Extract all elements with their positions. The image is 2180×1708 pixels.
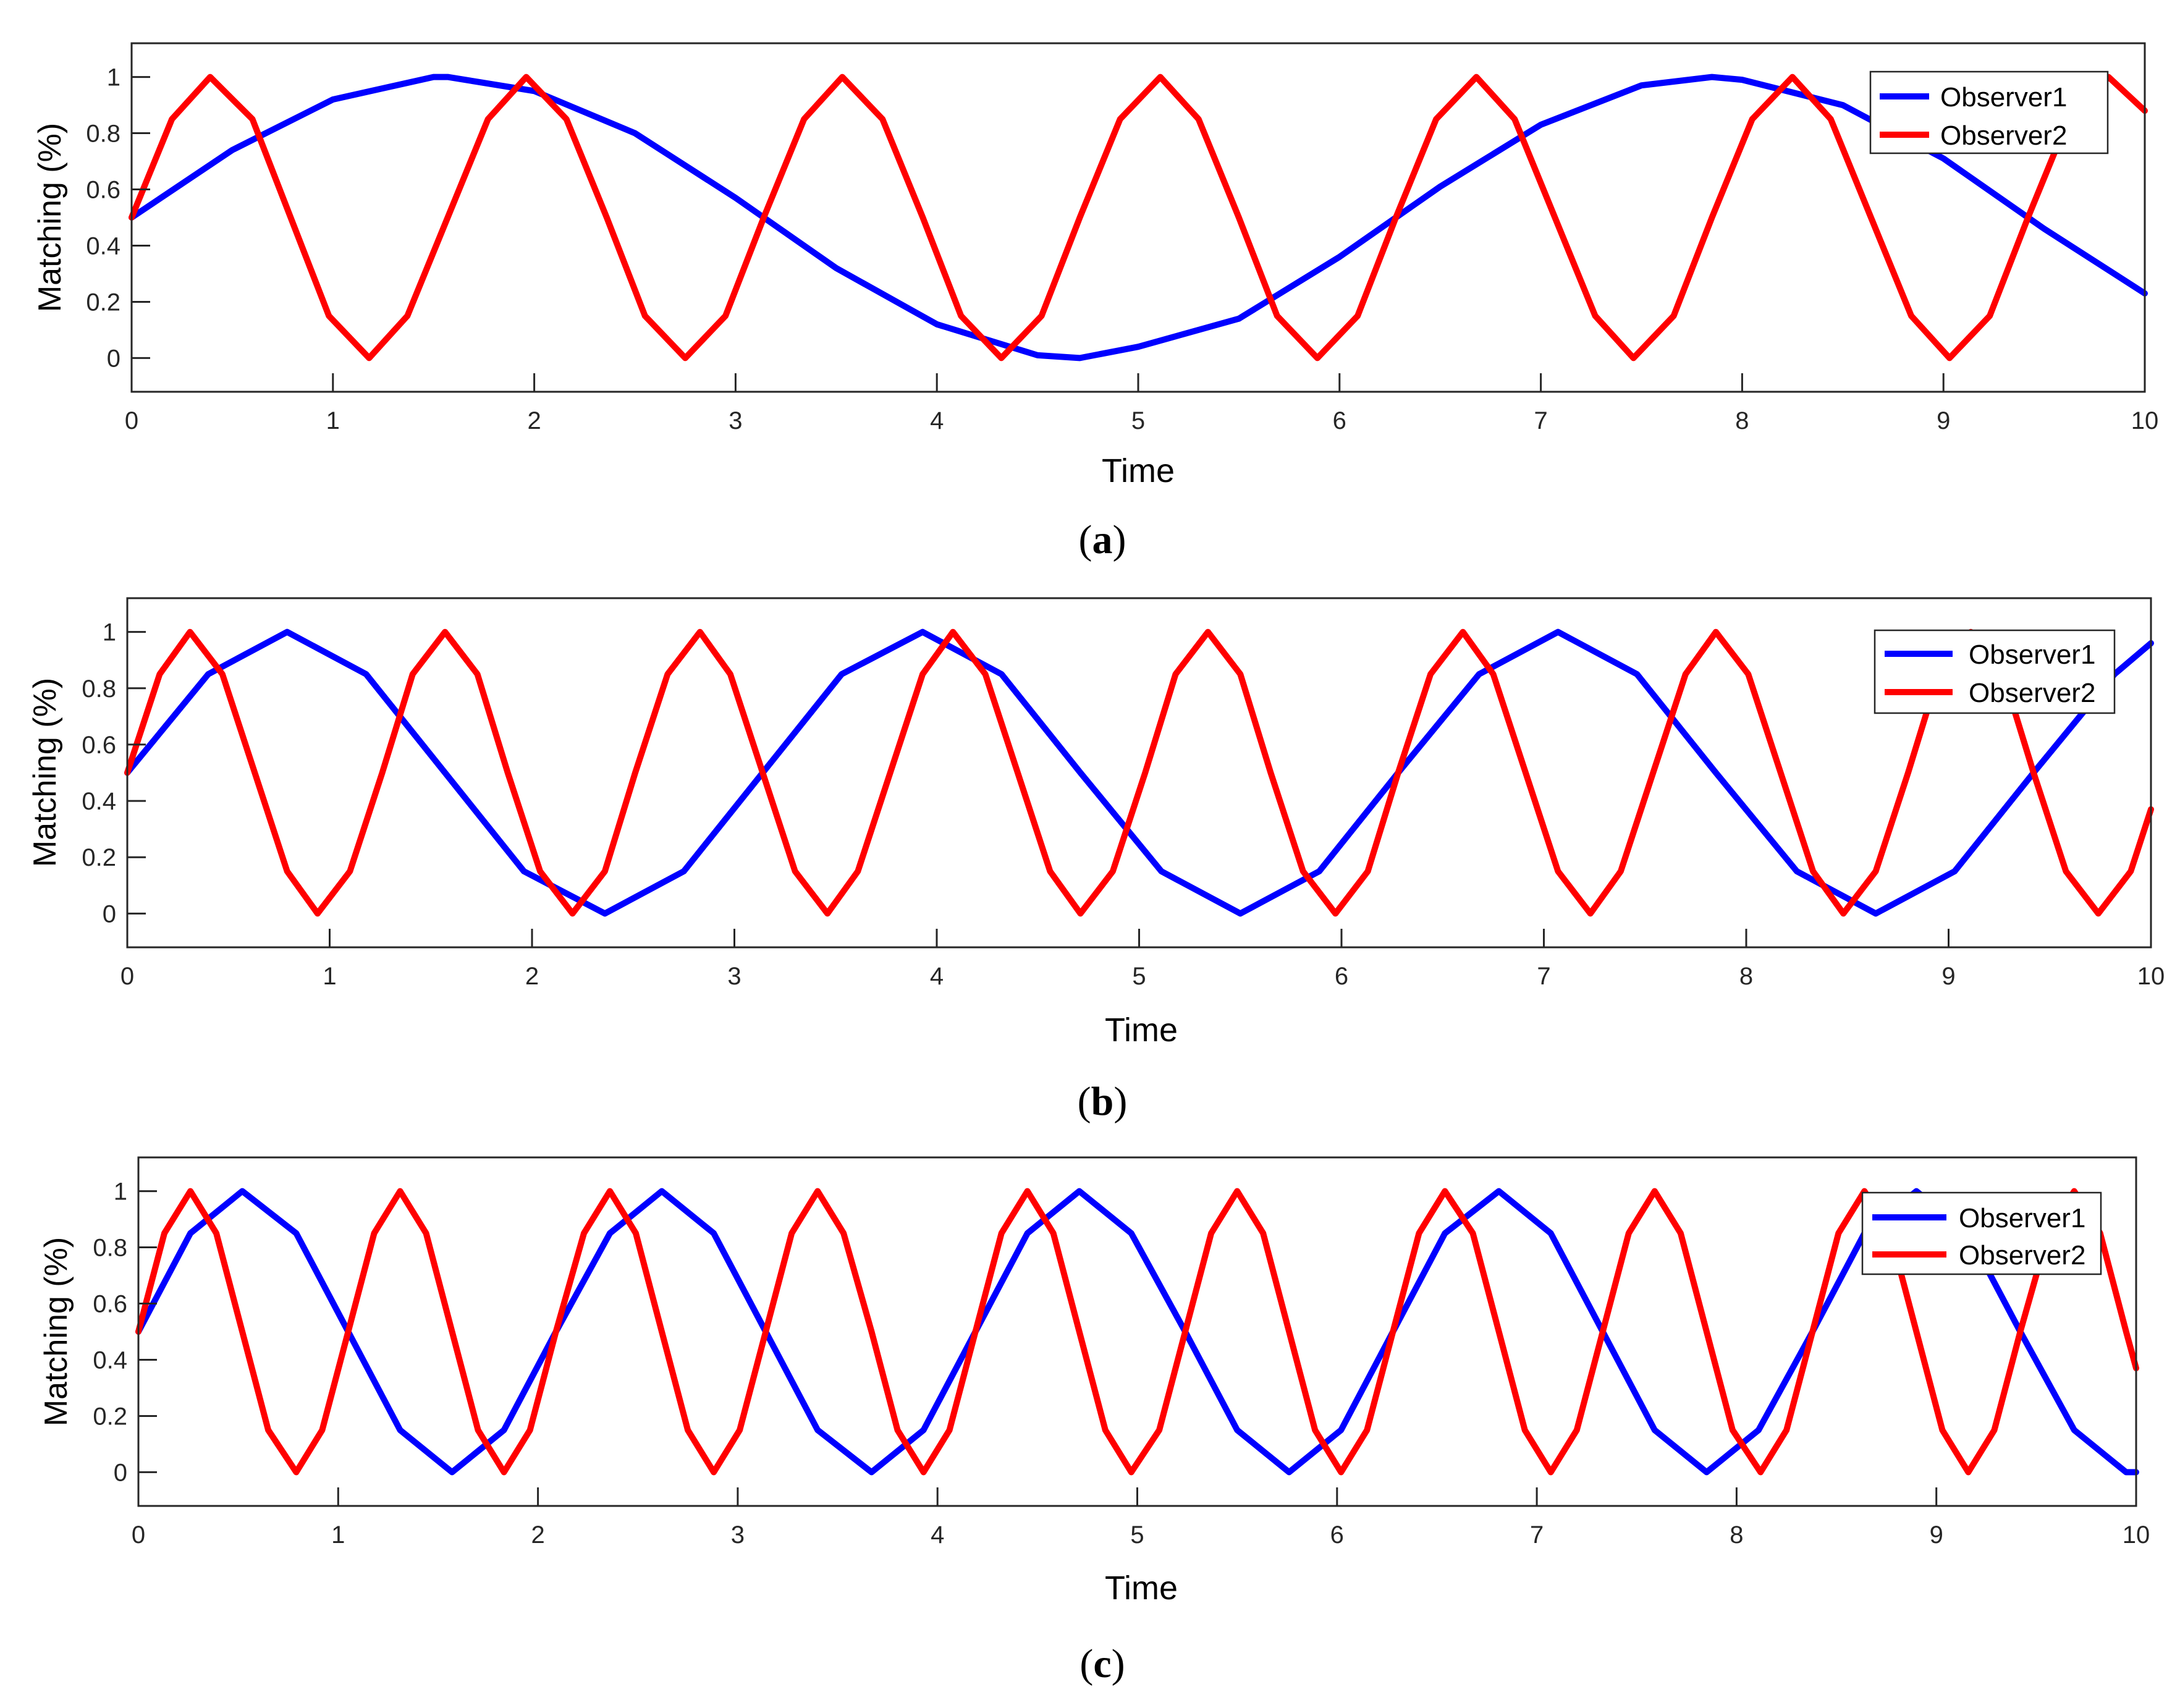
x-tick-label: 6 [1333, 407, 1346, 434]
y-tick-label: 0.4 [93, 1347, 127, 1374]
legend-box [1874, 629, 2116, 714]
panel-caption-letter: b [1091, 1079, 1114, 1124]
x-axis-label: Time [1105, 1570, 1178, 1607]
y-tick-label: 0 [103, 900, 116, 928]
y-axis-label: Matching (%) [32, 123, 68, 312]
panel-caption-letter: c [1093, 1641, 1111, 1686]
x-tick-label: 9 [1937, 407, 1950, 434]
y-tick-label: 0.8 [82, 675, 116, 703]
x-tick-label: 6 [1335, 963, 1348, 990]
plot-area: 0 1 2 3 4 5 6 7 8 9 10 0 0.2 0.4 0.6 0.8 1 [93, 1156, 2150, 1549]
legend-label-observer2: Observer2 [1940, 120, 2067, 151]
x-tick-label: 0 [120, 963, 134, 990]
x-tick-label: 7 [1530, 1521, 1544, 1549]
y-tick-label: 0.6 [82, 732, 116, 759]
legend-box [1869, 70, 2109, 154]
x-tick-label: 2 [527, 407, 541, 434]
x-tick-label: 7 [1534, 407, 1547, 434]
x-tick-label: 5 [1130, 1521, 1144, 1549]
series-line-observer2 [135, 1188, 2139, 1476]
y-tick-label: 0.4 [82, 788, 116, 815]
x-tick-label: 0 [125, 407, 138, 434]
x-tick-label: 8 [1739, 963, 1753, 990]
y-tick-label: 0.4 [86, 232, 120, 260]
y-tick-label: 0.2 [93, 1403, 127, 1430]
legend: Observer1 Observer2 [1861, 1191, 2102, 1275]
x-tick-label: 3 [731, 1521, 745, 1549]
x-tick-label: 3 [729, 407, 742, 434]
legend-label-observer1: Observer1 [1969, 640, 2095, 670]
y-tick-label: 1 [103, 619, 116, 646]
x-tick-label: 1 [323, 963, 336, 990]
panel-c: 0 1 2 3 4 5 6 7 8 9 10 0 0.2 0.4 0.6 0.8 1 Time Matchin… [38, 1156, 2150, 1686]
legend: Observer1 Observer2 [1869, 70, 2109, 154]
axes-box [137, 1156, 2137, 1507]
x-tick-label: 5 [1131, 407, 1145, 434]
panel-b: 0 1 2 3 4 5 6 7 8 9 10 0 0.2 0.4 0.6 0.8 1 Time Matchin… [27, 597, 2165, 1124]
y-axis-label: Matching (%) [27, 678, 63, 867]
x-tick-label: 4 [931, 1521, 944, 1549]
legend-label-observer2: Observer2 [1959, 1240, 2085, 1270]
y-tick-label: 0.2 [82, 844, 116, 871]
x-tick-label: 1 [331, 1521, 345, 1549]
plot-area: 0 1 2 3 4 5 6 7 8 9 10 0 0.2 0.4 0.6 0.8 1 [82, 597, 2165, 990]
series-line-observer1 [124, 628, 2154, 917]
legend-label-observer2: Observer2 [1969, 678, 2095, 708]
plot-area: 0 1 2 3 4 5 6 7 8 9 10 0 0.2 0.4 0.6 0.8 1 [86, 42, 2159, 434]
panel-caption-letter: a [1092, 517, 1113, 562]
x-tick-label: 0 [132, 1521, 145, 1549]
y-tick-label: 0 [107, 345, 120, 372]
series-line-observer1 [129, 74, 2148, 361]
y-tick-label: 1 [114, 1178, 127, 1206]
x-tick-label: 2 [531, 1521, 544, 1549]
x-tick-label: 7 [1537, 963, 1550, 990]
y-tick-label: 0.6 [86, 177, 120, 204]
x-axis-label: Time [1102, 452, 1175, 489]
y-tick-label: 1 [107, 64, 120, 91]
x-tick-label: 8 [1735, 407, 1749, 434]
x-axis-label: Time [1105, 1012, 1178, 1049]
x-tick-label: 9 [1941, 963, 1955, 990]
y-tick-label: 0.8 [86, 120, 120, 148]
series-line-observer2 [124, 628, 2154, 917]
y-tick-label: 0 [114, 1459, 127, 1486]
x-tick-label: 6 [1330, 1521, 1344, 1549]
legend-label-observer1: Observer1 [1959, 1203, 2085, 1233]
y-axis-label: Matching (%) [38, 1237, 74, 1426]
axes-box [130, 42, 2146, 393]
legend-label-observer1: Observer1 [1940, 82, 2067, 112]
x-tick-label: 5 [1132, 963, 1146, 990]
series-line-observer1 [135, 1188, 2139, 1476]
panel-caption: (c) [1079, 1641, 1125, 1686]
x-tick-label: 9 [1930, 1521, 1943, 1549]
x-tick-label: 10 [2131, 407, 2159, 434]
x-tick-label: 3 [727, 963, 741, 990]
y-tick-label: 0.2 [86, 289, 120, 316]
x-tick-label: 4 [930, 407, 944, 434]
panel-caption: (b) [1078, 1079, 1128, 1124]
y-tick-label: 0.6 [93, 1291, 127, 1318]
y-tick-label: 0.8 [93, 1235, 127, 1262]
panel-caption: (a) [1079, 517, 1126, 562]
panel-a: 0 1 2 3 4 5 6 7 8 9 10 0 0.2 0.4 0.6 0.8 1 Time Matchin… [32, 42, 2159, 562]
legend: Observer1 Observer2 [1874, 629, 2116, 714]
x-tick-label: 8 [1730, 1521, 1743, 1549]
series-line-observer2 [129, 74, 2148, 361]
x-tick-label: 10 [2123, 1521, 2150, 1549]
x-tick-label: 4 [930, 963, 944, 990]
legend-box [1861, 1191, 2102, 1275]
x-tick-label: 10 [2137, 963, 2165, 990]
x-tick-label: 2 [525, 963, 539, 990]
x-tick-label: 1 [326, 407, 340, 434]
